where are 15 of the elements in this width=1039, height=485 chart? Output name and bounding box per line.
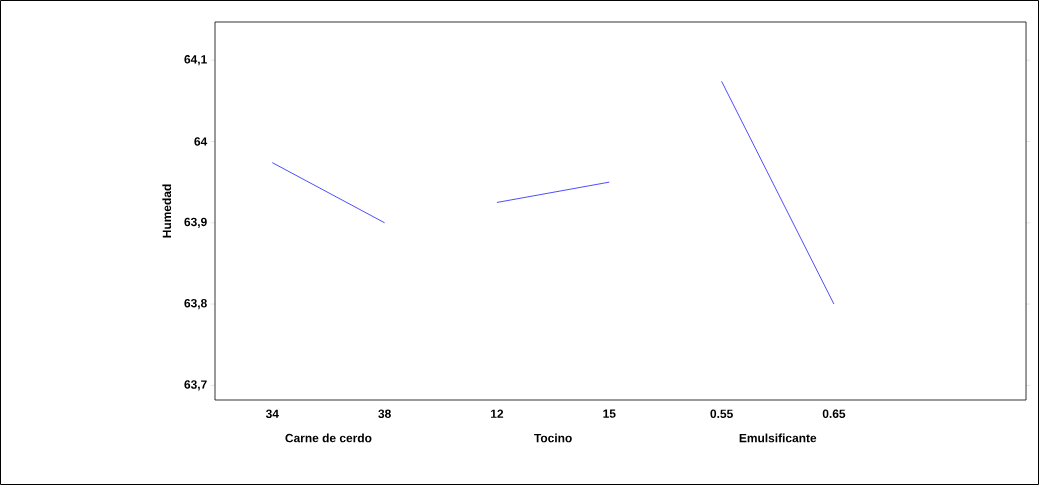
x-tick-label: 0.55 [710, 409, 733, 418]
y-tick-label: 63,9 [184, 217, 207, 228]
y-tick-label: 64,1 [184, 55, 207, 66]
text: Emulsificante [739, 433, 817, 443]
y-tick-label: 63,7 [184, 380, 207, 391]
text: Carne de cerdo [285, 433, 372, 443]
y-tick-label: 64 [194, 137, 208, 146]
x-tick-label: 38 [378, 409, 391, 419]
x-tick-label: 0.65 [822, 409, 846, 418]
y-axis-title: Humedad [162, 184, 172, 238]
y-tick-label: 63,8 [184, 298, 207, 310]
x-tick-label: 15 [603, 409, 616, 418]
x-tick-label: 12 [491, 409, 504, 418]
x-tick-label: 34 [265, 409, 279, 419]
text: Tocino [534, 433, 572, 443]
